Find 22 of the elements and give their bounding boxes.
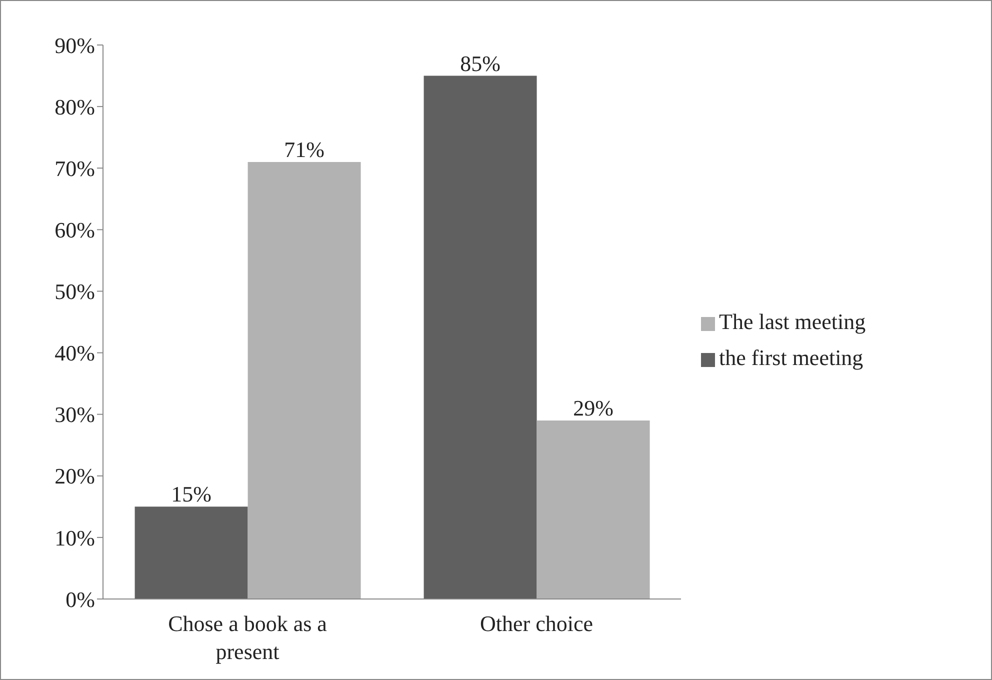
y-tick-label: 50% [54, 279, 95, 304]
y-tick-label: 40% [54, 340, 95, 366]
y-tick-label: 80% [54, 94, 95, 120]
bar [134, 506, 248, 599]
data-label: 15% [171, 482, 212, 507]
bar [536, 420, 650, 599]
data-label: 29% [573, 395, 614, 420]
data-label: 71% [284, 136, 324, 162]
y-tick-label: 20% [54, 464, 95, 489]
y-tick-label: 0% [66, 586, 95, 612]
legend-label: The last meeting [719, 309, 866, 334]
y-tick-label: 30% [54, 402, 95, 428]
y-tick-label: 10% [54, 525, 95, 550]
bar [424, 76, 537, 599]
legend-label: the first meeting [719, 345, 864, 370]
y-tick-label: 90% [54, 32, 95, 58]
x-tick-label: Chose a book as a present [168, 611, 328, 664]
x-tick-label: Other choice [480, 611, 593, 636]
data-label: 85% [460, 50, 500, 76]
y-tick-label: 70% [54, 156, 95, 181]
y-tick-label: 60% [54, 217, 95, 242]
bar [248, 162, 361, 599]
